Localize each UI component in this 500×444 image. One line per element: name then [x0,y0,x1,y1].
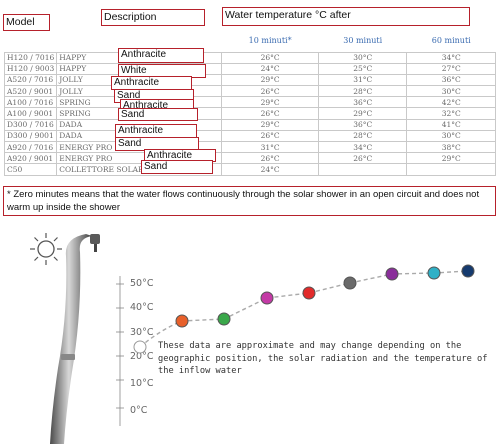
temperature-dot [133,340,147,354]
scale-tick: 30°C [130,327,154,338]
temp-cell: 38°C [406,140,496,154]
temp-cell: 41°C [406,118,496,131]
color-label: Sand [118,108,198,121]
temp-cell: 29°C [406,152,496,165]
temperature-dot [461,264,475,278]
color-label: Sand [141,160,213,174]
temperature-dot [217,312,231,326]
solar-shower-illustration [50,234,100,444]
temp-cell: 36°C [317,118,408,131]
temperature-dot [385,267,399,281]
temperature-header: Water temperature °C after [222,7,470,26]
column-header-row: 10 minuti* 30 minuti 60 minuti [5,30,496,52]
column-header: 60 minuti [431,36,471,46]
model-cell: C50 [3,163,58,176]
model-cell: A920 / 7016 [3,140,58,154]
model-header: Model [3,14,50,31]
scale-tick: 40°C [130,302,154,313]
column-header: 10 minuti* [248,36,292,46]
temperature-dot [175,314,189,328]
scale-tick: 0°C [130,405,148,416]
temperature-scale [116,276,124,426]
model-cell: A920 / 9001 [3,152,58,165]
disclaimer-text: These data are approximate and may chang… [158,341,488,376]
model-cell: D300 / 9001 [3,129,58,143]
temp-cell: 29°C [221,118,319,131]
sun-icon [30,233,62,265]
scale-tick: 10°C [130,378,154,389]
temperature-dot [343,276,357,290]
temp-cell: 26°C [221,152,319,165]
color-label: Anthracite [118,48,204,63]
temperature-dot [302,286,316,300]
model-cell: D300 / 7016 [3,118,58,131]
scale-tick: 20°C [130,351,154,362]
temperature-dot [427,266,441,280]
temp-cell [406,163,496,176]
column-header: 30 minuti [343,36,383,46]
temperature-dot [260,291,274,305]
temp-cell: 24°C [221,163,319,176]
description-header: Description [101,9,205,26]
scale-tick: 50°C [130,278,154,289]
footnote: * Zero minutes means that the water flow… [3,186,496,216]
temp-cell: 30°C [406,129,496,143]
temp-cell: 31°C [221,140,319,154]
temp-cell: 26°C [221,129,319,143]
